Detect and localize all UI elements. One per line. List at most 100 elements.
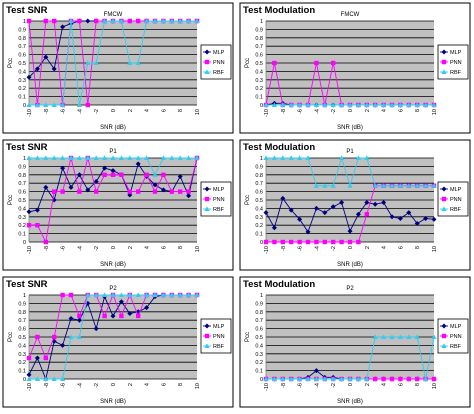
legend: MLP PNN RBF [437,44,469,80]
y-tick-label: 0.2 [255,223,263,229]
x-tick-label: 10 [432,109,438,115]
data-point [51,155,57,160]
data-point [355,155,361,160]
data-point [389,102,395,107]
data-point [94,189,99,194]
x-tick-label: 4 [145,246,151,249]
data-point [93,326,99,332]
data-point [26,376,32,381]
data-point [43,355,48,361]
data-point [355,102,361,107]
x-tick-label: -4 [77,246,83,251]
data-point [68,155,74,160]
data-point [313,205,319,211]
legend-marker [441,343,447,348]
data-point [186,189,191,194]
data-point [263,155,269,160]
chart-subtitle: P2 [109,286,117,292]
data-point [381,200,387,206]
x-tick-label: -4 [314,109,320,114]
legend: MLP PNN RBF [437,181,469,217]
x-axis-label: SNR (dB) [337,125,363,131]
x-tick-label: -6 [61,246,67,251]
x-axis-label: SNR (dB) [100,262,126,268]
x-tick-label: -6 [298,383,304,388]
data-point [76,317,82,323]
data-point [271,102,277,107]
data-point [161,172,166,177]
data-point [322,376,328,381]
data-point [102,172,107,177]
x-tick-label: 2 [365,246,371,249]
data-point [77,189,82,194]
data-point [43,376,49,381]
data-point [52,18,57,24]
data-point [26,209,32,215]
legend-label: PNN [450,334,462,340]
data-point [93,292,99,297]
x-axis-label: SNR (dB) [337,399,363,405]
x-tick-label: -8 [44,246,50,251]
data-point [127,292,133,297]
x-tick-label: 0 [348,383,354,386]
legend-marker [441,196,447,202]
x-tick-label: -6 [298,246,304,251]
legend-marker [441,49,447,55]
legend-marker [204,186,210,192]
y-tick-label: 0.4 [255,69,263,75]
data-point [271,225,277,231]
data-point [423,183,429,188]
legend-label: MLP [450,187,462,193]
legend-marker [204,206,210,211]
data-point [152,182,158,188]
data-point [51,102,57,107]
data-point [186,193,192,199]
legend-marker [441,323,447,329]
data-point [305,102,311,107]
x-tick-label: -4 [314,246,320,251]
y-tick-label: 0 [23,240,26,246]
chart-panel: Test SNR P2 0 0.1 0.2 0.3 0.4 0.5 0.6 0.7 0.8 0.9 1 -… [2,276,234,408]
data-point [26,355,32,361]
data-point [347,376,353,381]
y-tick-label: 0.7 [255,44,263,50]
data-point [127,18,132,24]
legend-label: RBF [450,70,462,76]
y-tick-label: 0.9 [255,164,263,170]
data-point [177,18,183,23]
y-tick-label: 0.5 [18,335,26,341]
data-point [119,172,124,177]
data-point [110,172,116,177]
y-tick-label: 0.7 [18,318,26,324]
data-point [423,215,429,221]
x-tick-label: 10 [432,383,438,389]
x-tick-label: 6 [161,109,167,112]
x-tick-label: 6 [398,246,404,249]
legend-marker [204,196,210,202]
data-point [339,239,344,245]
x-tick-label: 10 [195,246,201,252]
y-tick-label: 0.7 [255,181,263,187]
data-point [381,376,386,382]
data-point [398,376,403,382]
y-tick-label: 0.2 [18,86,26,92]
y-tick-label: 1 [23,156,26,162]
x-tick-label: -2 [94,383,100,388]
y-tick-label: 0.4 [18,206,26,212]
data-point [177,173,183,179]
y-tick-label: 1 [23,293,26,299]
y-tick-label: 0.5 [18,61,26,67]
data-point [43,54,49,60]
data-point [136,18,141,24]
data-point [34,376,40,381]
x-tick-label: -10 [27,109,33,117]
data-point [160,18,166,23]
data-point [102,165,108,171]
data-point [297,376,303,381]
data-point [263,239,269,245]
data-point [169,292,175,297]
legend-label: PNN [450,197,462,203]
data-point [194,292,200,297]
data-point [76,102,82,107]
x-tick-label: 2 [128,246,134,249]
